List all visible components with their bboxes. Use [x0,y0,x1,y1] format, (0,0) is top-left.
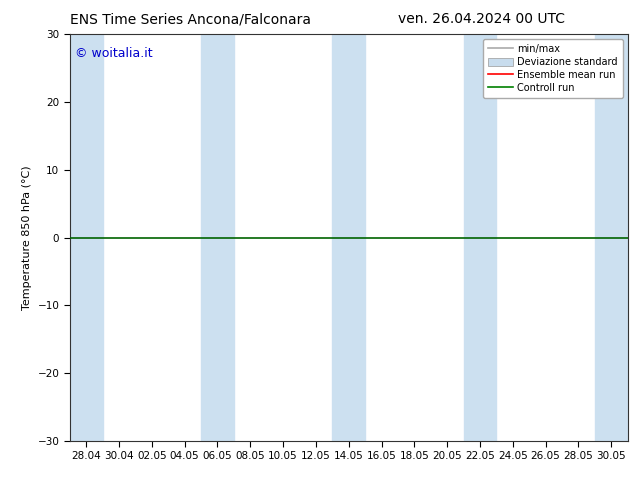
Bar [595,34,628,441]
Bar [70,34,103,441]
Text: © woitalia.it: © woitalia.it [75,47,153,59]
Text: ENS Time Series Ancona/Falconara: ENS Time Series Ancona/Falconara [70,12,311,26]
Legend: min/max, Deviazione standard, Ensemble mean run, Controll run: min/max, Deviazione standard, Ensemble m… [483,39,623,98]
Bar [201,34,234,441]
Title: ENS Time Series Ancona/Falconara     ven. 26.04.2024 00 UTC: ENS Time Series Ancona/Falconara ven. 26… [0,489,1,490]
Y-axis label: Temperature 850 hPa (°C): Temperature 850 hPa (°C) [22,165,32,310]
Bar [463,34,496,441]
Text: ven. 26.04.2024 00 UTC: ven. 26.04.2024 00 UTC [398,12,566,26]
Bar [332,34,365,441]
